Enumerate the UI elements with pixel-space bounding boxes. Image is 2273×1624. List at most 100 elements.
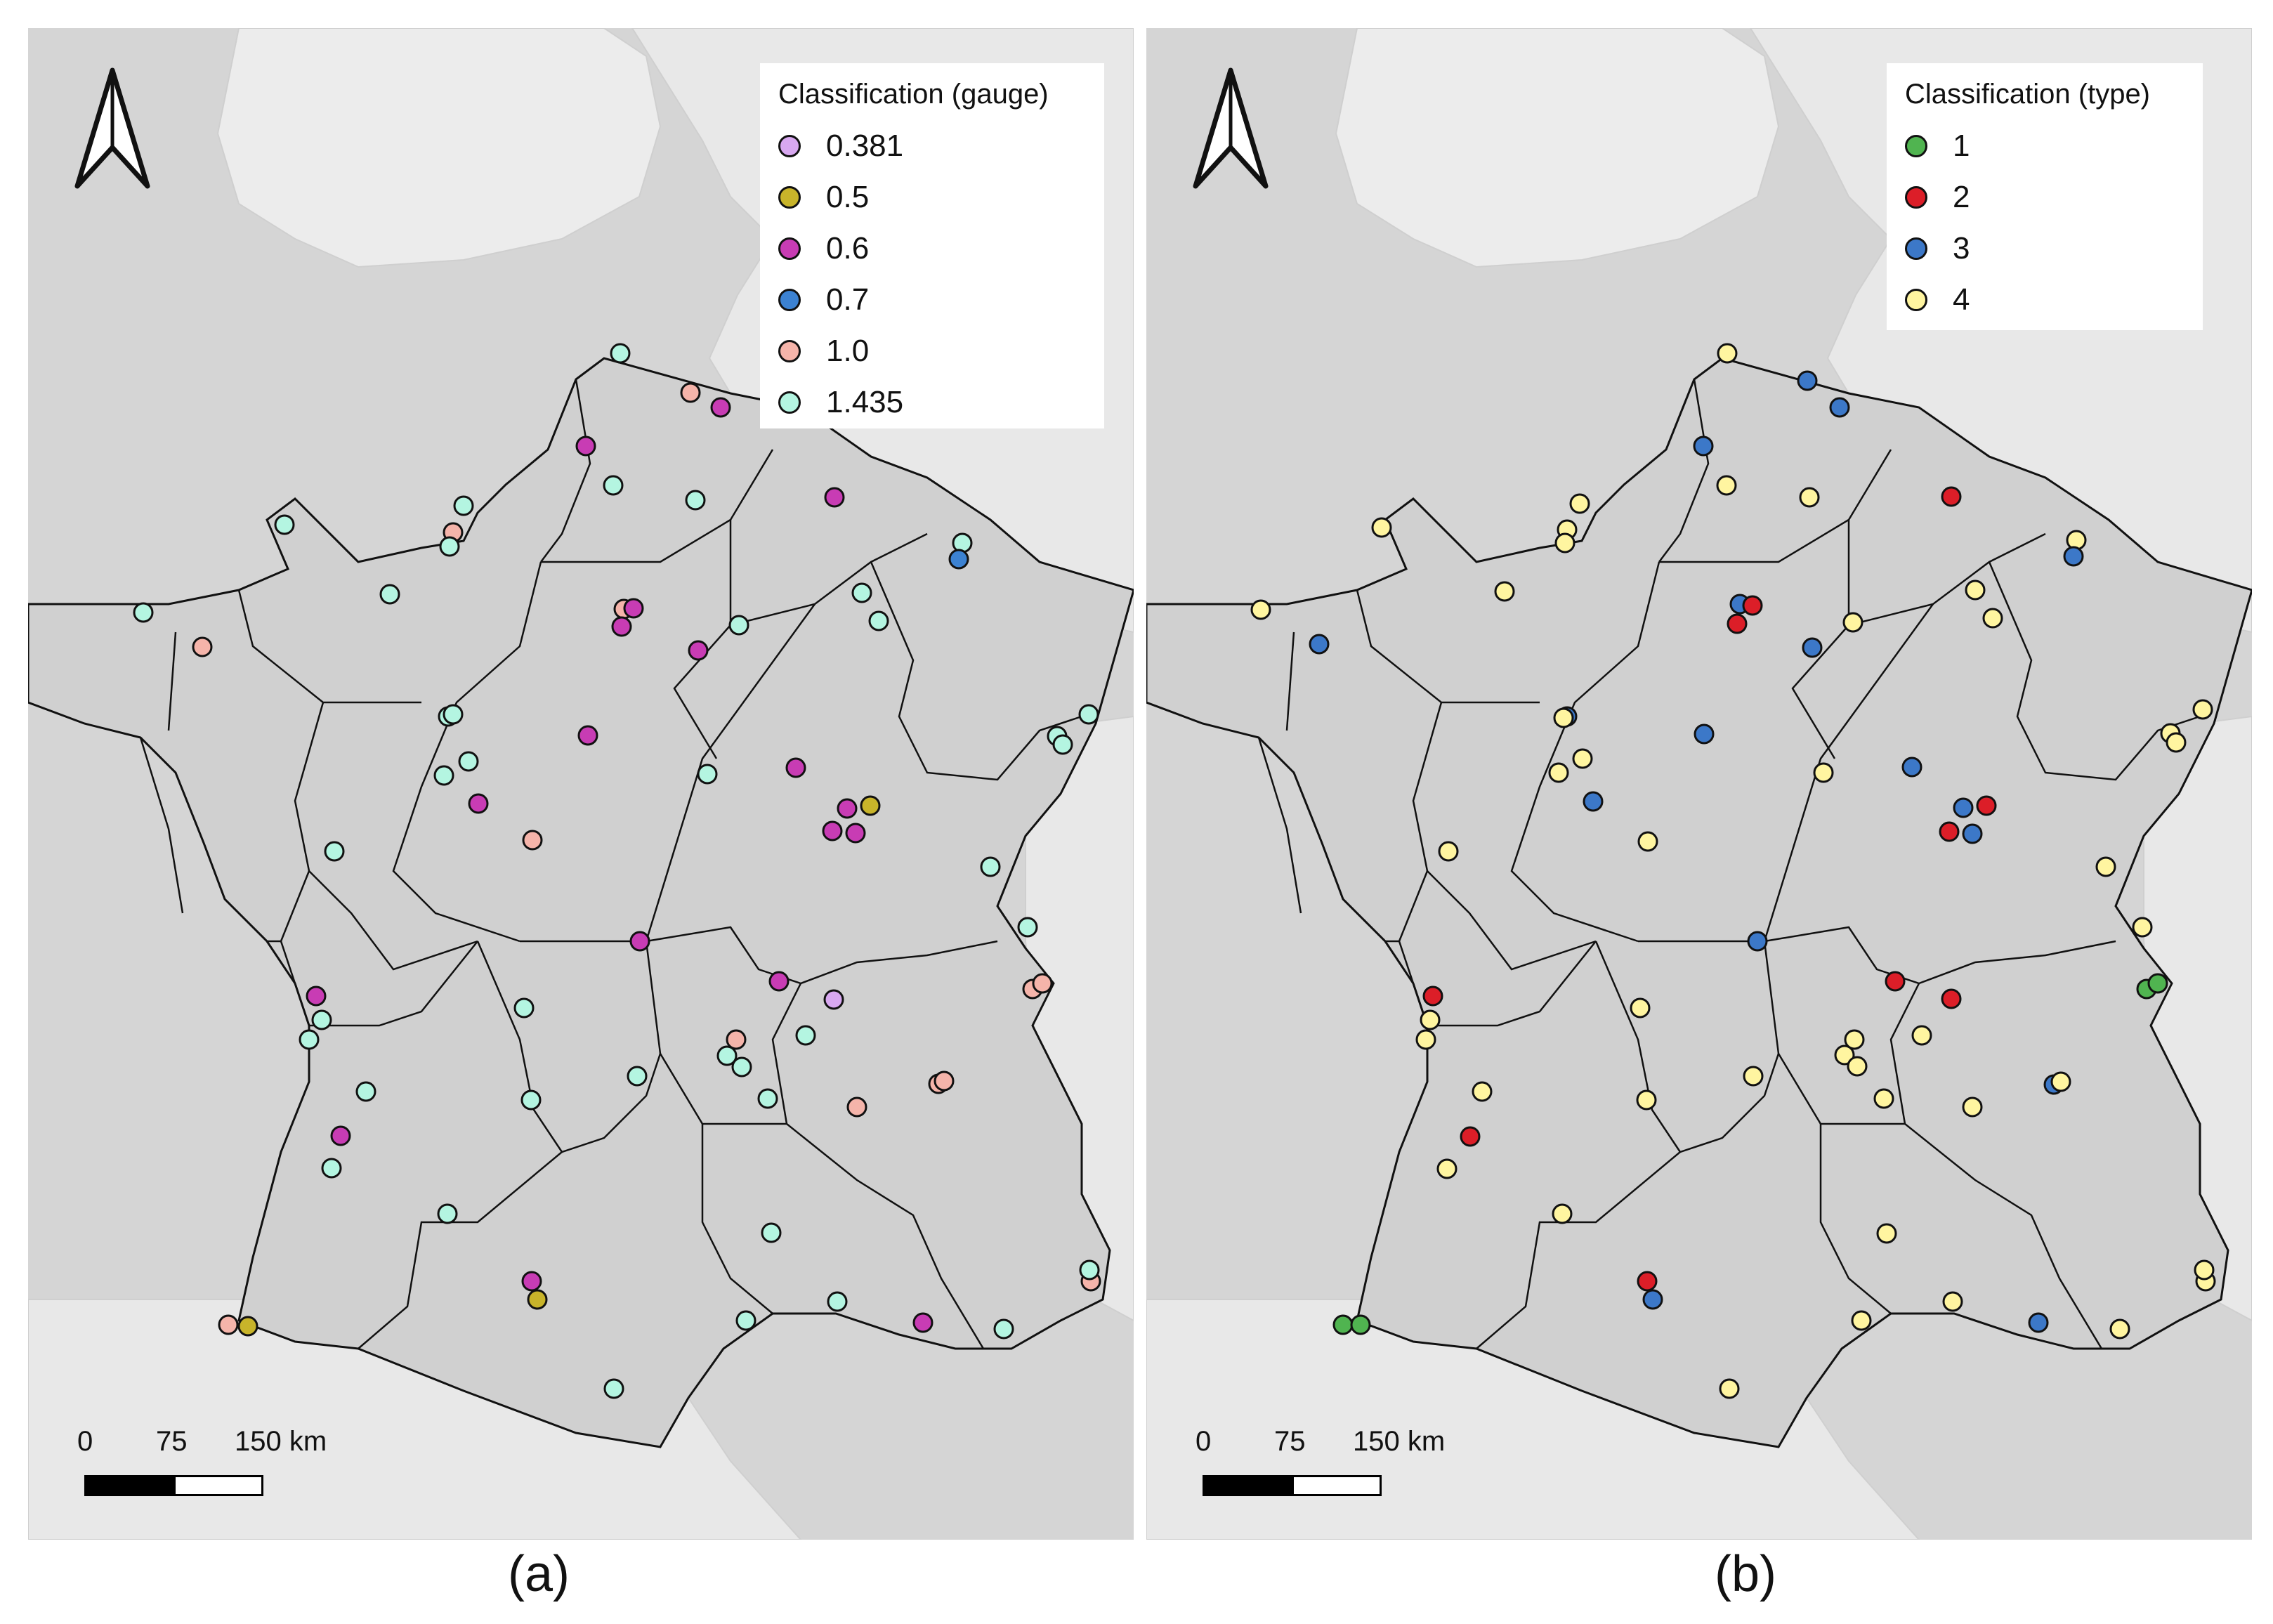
north-arrow-icon (1181, 63, 1280, 197)
station-marker (575, 436, 596, 457)
station-marker (453, 495, 474, 516)
station-marker (1017, 917, 1038, 938)
legend-item: 0.6 (778, 223, 1086, 274)
station-marker (680, 382, 701, 403)
legend-label: 0.5 (826, 179, 870, 214)
station-marker (697, 764, 718, 785)
station-marker (1637, 1271, 1658, 1292)
station-marker (321, 1158, 342, 1179)
station-marker (731, 1056, 752, 1078)
legend-swatch (778, 134, 801, 157)
station-marker (1250, 599, 1271, 620)
legend-item: 1.0 (778, 325, 1086, 376)
station-marker (1976, 795, 1997, 816)
legend-label: 4 (1953, 282, 1970, 317)
station-marker (1911, 1025, 1932, 1046)
station-marker (1844, 1029, 1865, 1050)
station-marker (768, 971, 790, 992)
station-marker (443, 704, 464, 725)
legend: Classification (gauge) 0.381 0.5 0.6 0.7… (760, 63, 1104, 428)
station-marker (860, 795, 881, 816)
station-marker (133, 602, 154, 623)
map-panel-gauge: Classification (gauge) 0.381 0.5 0.6 0.7… (28, 28, 1134, 1540)
station-marker (761, 1222, 782, 1243)
station-marker (948, 549, 969, 570)
north-arrow-icon (63, 63, 162, 197)
station-marker (311, 1009, 332, 1030)
station-marker (1583, 791, 1604, 812)
station-marker (1472, 1081, 1493, 1102)
station-marker (2063, 546, 2084, 567)
station-marker (1747, 931, 1768, 952)
station-marker (237, 1316, 258, 1337)
station-marker (1079, 1259, 1100, 1281)
station-marker (1460, 1126, 1481, 1147)
scale-label: 0 (77, 1426, 93, 1457)
station-marker (522, 830, 543, 851)
station-marker (355, 1081, 376, 1102)
scale-label: 75 (1274, 1426, 1306, 1457)
station-marker (1548, 762, 1569, 783)
station-marker (627, 1066, 648, 1087)
legend-swatch (1905, 134, 1927, 157)
station-marker (1885, 971, 1906, 992)
station-marker (2147, 973, 2168, 994)
scale-label: 150 km (1353, 1426, 1446, 1457)
caption-b: (b) (1715, 1546, 1776, 1602)
station-marker (1642, 1289, 1663, 1310)
region-boundaries (1257, 379, 2201, 1349)
legend-item: 2 (1905, 171, 2184, 223)
legend-swatch (778, 288, 801, 311)
station-marker (1553, 707, 1574, 728)
station-marker (1939, 821, 1960, 842)
legend-swatch (778, 339, 801, 362)
station-marker (1982, 608, 2003, 629)
station-marker (1802, 637, 1823, 658)
station-marker (1078, 704, 1099, 725)
station-marker (218, 1314, 239, 1335)
legend: Classification (type) 1 2 3 4 (1887, 63, 2203, 330)
station-marker (735, 1310, 756, 1331)
station-marker (1415, 1029, 1436, 1050)
station-marker (1422, 985, 1443, 1007)
station-marker (433, 765, 454, 786)
station-marker (1420, 1009, 1441, 1030)
station-marker (1942, 1291, 1963, 1312)
station-marker (685, 490, 706, 511)
station-marker (1716, 475, 1737, 496)
station-marker (577, 725, 598, 746)
legend-label: 0.7 (826, 282, 870, 317)
station-marker (1552, 1203, 1573, 1224)
station-marker (785, 757, 806, 778)
legend-label: 1.435 (826, 384, 904, 419)
station-marker (306, 985, 327, 1007)
legend-item: 0.7 (778, 274, 1086, 325)
station-marker (2166, 732, 2187, 753)
great-britain-land (1335, 28, 1780, 268)
station-marker (192, 636, 213, 657)
legend-label: 2 (1953, 179, 1970, 214)
scale-bar-segment (173, 1475, 263, 1496)
station-marker (1941, 988, 1962, 1009)
station-marker (458, 751, 479, 772)
legend-item: 1.435 (778, 376, 1086, 428)
scale-bar-segment (1203, 1475, 1292, 1496)
station-marker (845, 823, 866, 844)
station-marker (1717, 343, 1738, 364)
station-marker (824, 487, 845, 508)
legend-label: 0.381 (826, 128, 904, 163)
station-marker (1876, 1223, 1897, 1244)
legend-title: Classification (type) (1905, 79, 2151, 110)
legend-swatch (778, 391, 801, 414)
station-marker (1834, 1045, 1855, 1066)
scale-bar-segment (1292, 1475, 1382, 1496)
legend-label: 3 (1953, 230, 1970, 266)
station-marker (1052, 734, 1073, 755)
station-marker (980, 856, 1001, 877)
station-marker (274, 514, 295, 535)
scale-label: 0 (1196, 1426, 1212, 1457)
station-marker (1962, 1096, 1983, 1118)
scale-bar: 0 75 150 km (1196, 1426, 1445, 1503)
station-marker (846, 1096, 867, 1118)
station-marker (1332, 1314, 1354, 1335)
